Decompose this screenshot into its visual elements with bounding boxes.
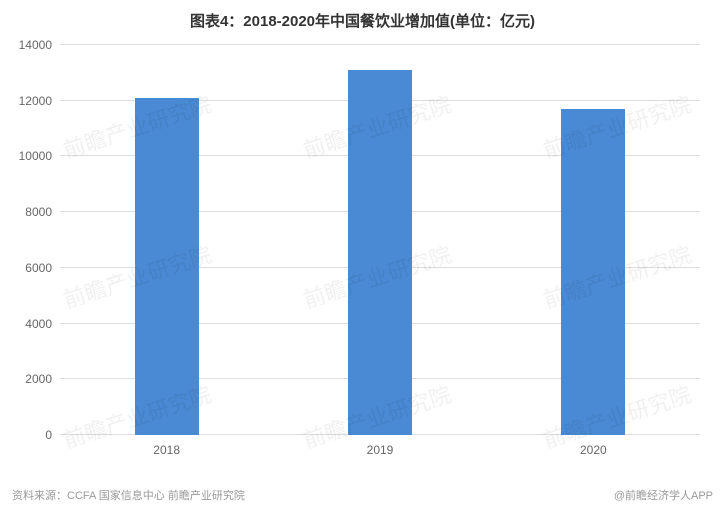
y-tick-label: 10000 xyxy=(19,149,60,163)
grid-line xyxy=(60,44,700,45)
bar xyxy=(348,70,412,435)
x-tick-label: 2018 xyxy=(153,435,180,457)
y-tick-label: 4000 xyxy=(25,317,60,331)
brand-text: @前瞻经济学人APP xyxy=(614,487,713,503)
chart-title: 图表4：2018-2020年中国餐饮业增加值(单位：亿元) xyxy=(0,0,725,31)
y-tick-label: 0 xyxy=(45,428,60,442)
x-tick-label: 2020 xyxy=(580,435,607,457)
bar xyxy=(135,98,199,435)
y-tick-label: 6000 xyxy=(25,261,60,275)
bar xyxy=(561,109,625,435)
x-tick-label: 2019 xyxy=(367,435,394,457)
source-text: 资料来源：CCFA 国家信息中心 前瞻产业研究院 xyxy=(12,487,245,503)
y-tick-label: 2000 xyxy=(25,372,60,386)
plot-region: 0200040006000800010000120001400020182019… xyxy=(60,45,700,435)
y-tick-label: 14000 xyxy=(19,38,60,52)
y-tick-label: 8000 xyxy=(25,205,60,219)
y-tick-label: 12000 xyxy=(19,94,60,108)
chart-area: 0200040006000800010000120001400020182019… xyxy=(60,45,700,460)
